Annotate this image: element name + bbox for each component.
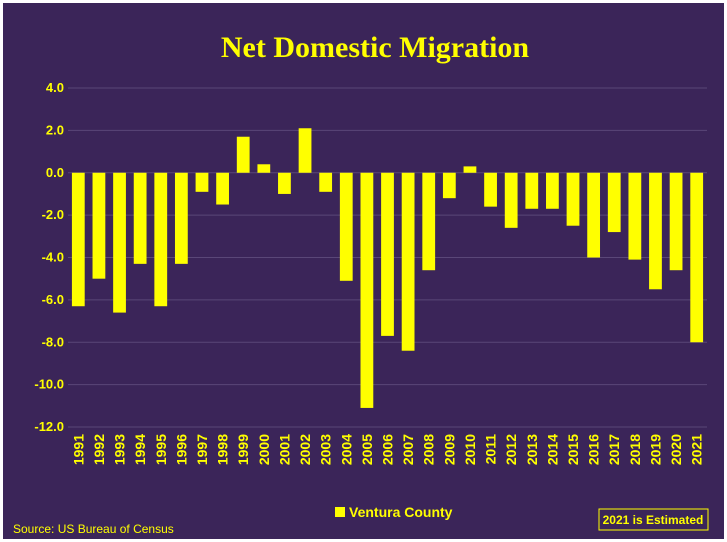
bar-1996 bbox=[174, 172, 188, 264]
x-tick-label-1992: 1992 bbox=[91, 434, 107, 465]
bar-2013 bbox=[525, 172, 539, 209]
x-tick-label-2006: 2006 bbox=[380, 434, 396, 465]
y-tick-label: 4.0 bbox=[46, 80, 64, 95]
x-tick-label-2001: 2001 bbox=[276, 434, 292, 465]
net-domestic-migration-chart: Net Domestic Migration 4.0 2.0 0.0 -2.0 -4.0… bbox=[13, 31, 709, 536]
bar-2019 bbox=[649, 172, 662, 290]
bar-1991 bbox=[71, 172, 85, 307]
bar-1998 bbox=[216, 172, 229, 205]
bar-2014 bbox=[546, 172, 559, 209]
x-tick-label-2012: 2012 bbox=[503, 434, 519, 465]
bar-2015 bbox=[566, 172, 580, 226]
bar-2021 bbox=[690, 172, 704, 343]
x-tick-label-1994: 1994 bbox=[132, 434, 148, 465]
bar-1995 bbox=[154, 172, 168, 307]
bar-2000 bbox=[257, 164, 271, 173]
bar-2018 bbox=[628, 172, 642, 260]
source-note: Source: US Bureau of Census bbox=[13, 522, 174, 536]
bar-2017 bbox=[607, 172, 621, 233]
bar-2016 bbox=[587, 172, 601, 258]
x-tick-label-2019: 2019 bbox=[647, 434, 663, 465]
x-tick-label-2003: 2003 bbox=[318, 434, 334, 465]
bar-1994 bbox=[133, 172, 147, 264]
bar-1992 bbox=[92, 172, 106, 279]
estimate-note: 2021 is Estimated bbox=[603, 513, 704, 527]
bar-2009 bbox=[442, 172, 456, 199]
bar-1999 bbox=[236, 136, 250, 173]
x-tick-label-2013: 2013 bbox=[524, 434, 540, 465]
estimate-note-box: 2021 is Estimated bbox=[598, 508, 709, 531]
bar-2012 bbox=[504, 172, 518, 228]
x-tick-label-2008: 2008 bbox=[421, 434, 437, 465]
y-tick-label: 2.0 bbox=[46, 122, 64, 137]
x-tick-label-1995: 1995 bbox=[153, 434, 169, 465]
y-tick-label: -10.0 bbox=[34, 377, 64, 392]
bar-2020 bbox=[669, 172, 683, 271]
x-tick-label-2016: 2016 bbox=[586, 434, 602, 465]
x-tick-label-1996: 1996 bbox=[173, 434, 189, 465]
x-tick-label-2005: 2005 bbox=[359, 434, 375, 465]
y-axis-ticks: 4.0 2.0 0.0 -2.0 -4.0 -6.0 -8.0 -10.0 -12.0 bbox=[34, 80, 64, 434]
bar-2004 bbox=[339, 172, 353, 281]
x-tick-label-1991: 1991 bbox=[70, 434, 86, 465]
x-tick-label-2020: 2020 bbox=[668, 434, 684, 465]
x-tick-label-2000: 2000 bbox=[256, 434, 272, 465]
x-tick-label-2007: 2007 bbox=[400, 434, 416, 465]
legend-swatch-ventura-county bbox=[335, 507, 345, 517]
y-tick-label: -6.0 bbox=[42, 292, 64, 307]
bar-2006 bbox=[381, 172, 394, 336]
bar-2003 bbox=[319, 172, 333, 192]
x-tick-label-1997: 1997 bbox=[194, 434, 210, 465]
chart-frame: Net Domestic Migration 4.0 2.0 0.0 -2.0 -4.0… bbox=[3, 3, 724, 539]
bar-2005 bbox=[360, 172, 374, 408]
bar-2002 bbox=[298, 128, 312, 173]
x-axis-labels: 1991 1992 1993 1994 1995 1996 1997 1998 1999 2000… bbox=[70, 434, 704, 465]
bar-2011 bbox=[484, 172, 497, 207]
x-tick-label-2011: 2011 bbox=[483, 434, 499, 465]
x-tick-label-2009: 2009 bbox=[441, 434, 457, 465]
x-tick-label-2002: 2002 bbox=[297, 434, 313, 465]
x-tick-label-2004: 2004 bbox=[338, 434, 354, 465]
x-tick-label-1998: 1998 bbox=[215, 434, 231, 465]
chart-title: Net Domestic Migration bbox=[221, 31, 530, 64]
x-tick-label-2018: 2018 bbox=[627, 434, 643, 465]
x-tick-label-2021: 2021 bbox=[689, 434, 705, 465]
bar-2010 bbox=[463, 166, 477, 173]
y-tick-label: 0.0 bbox=[46, 165, 64, 180]
bar-1997 bbox=[195, 172, 209, 192]
x-tick-label-1999: 1999 bbox=[235, 434, 251, 465]
y-tick-label: -4.0 bbox=[42, 250, 64, 265]
x-tick-label-2010: 2010 bbox=[462, 434, 478, 465]
y-tick-label: -2.0 bbox=[42, 207, 64, 222]
legend-label-ventura-county: Ventura County bbox=[349, 504, 453, 520]
y-tick-label: -8.0 bbox=[42, 334, 64, 349]
bar-2001 bbox=[278, 172, 291, 194]
bar-2008 bbox=[422, 172, 436, 271]
x-tick-label-2015: 2015 bbox=[565, 434, 581, 465]
x-tick-label-2014: 2014 bbox=[544, 434, 560, 465]
x-tick-label-2017: 2017 bbox=[606, 434, 622, 465]
bar-2007 bbox=[401, 172, 415, 351]
bars bbox=[71, 128, 704, 408]
x-tick-label-1993: 1993 bbox=[112, 434, 128, 465]
legend: Ventura County bbox=[335, 504, 453, 520]
estimate-note-border bbox=[598, 508, 709, 531]
y-tick-label: -12.0 bbox=[34, 419, 64, 434]
bar-1993 bbox=[113, 172, 126, 313]
